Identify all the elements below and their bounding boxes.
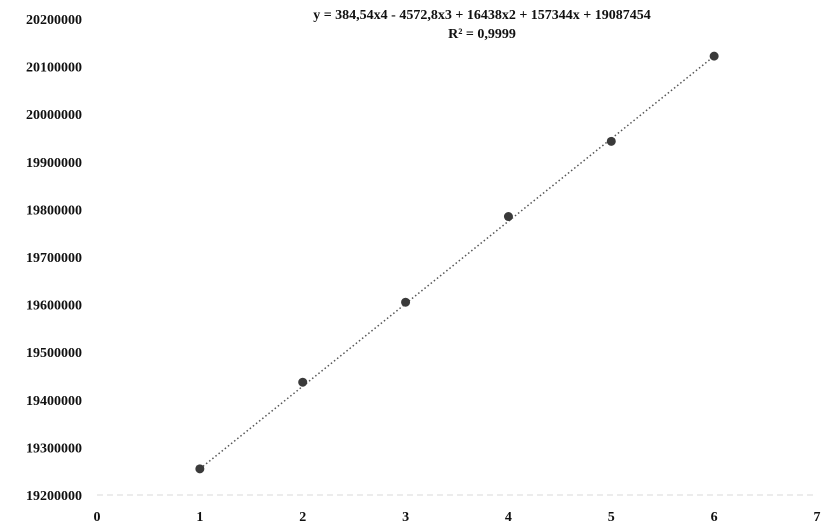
x-tick-label: 0 bbox=[94, 510, 101, 525]
x-tick-label: 7 bbox=[814, 510, 821, 525]
y-tick-label: 19600000 bbox=[26, 299, 82, 314]
y-tick-label: 19200000 bbox=[26, 489, 82, 504]
trendline-equation: y = 384,54x4 - 4572,8x3 + 16438x2 + 1573… bbox=[313, 8, 651, 23]
x-tick-label: 2 bbox=[299, 510, 306, 525]
y-tick-label: 19500000 bbox=[26, 346, 82, 361]
y-tick-label: 20000000 bbox=[26, 108, 82, 123]
x-axis-tick-labels: 0 1 2 3 4 5 6 7 bbox=[94, 510, 821, 525]
x-tick-label: 3 bbox=[402, 510, 409, 525]
y-tick-label: 19800000 bbox=[26, 203, 82, 218]
data-point bbox=[401, 298, 410, 307]
y-tick-label: 19700000 bbox=[26, 251, 82, 266]
data-point bbox=[504, 212, 513, 221]
y-tick-label: 19300000 bbox=[26, 441, 82, 456]
x-tick-label: 6 bbox=[711, 510, 718, 525]
polynomial-trendline bbox=[200, 56, 714, 469]
data-point bbox=[298, 378, 307, 387]
data-point bbox=[195, 464, 204, 473]
y-tick-label: 20200000 bbox=[26, 13, 82, 28]
x-tick-label: 4 bbox=[505, 510, 512, 525]
data-point bbox=[607, 137, 616, 146]
data-point bbox=[710, 52, 719, 61]
x-tick-label: 5 bbox=[608, 510, 615, 525]
r-squared-label: R² = 0,9999 bbox=[448, 27, 516, 42]
y-tick-label: 20100000 bbox=[26, 61, 82, 76]
y-tick-label: 19900000 bbox=[26, 156, 82, 171]
x-tick-label: 1 bbox=[196, 510, 203, 525]
y-tick-label: 19400000 bbox=[26, 394, 82, 409]
y-axis-tick-labels: 19200000 19300000 19400000 19500000 19600000… bbox=[26, 13, 82, 504]
